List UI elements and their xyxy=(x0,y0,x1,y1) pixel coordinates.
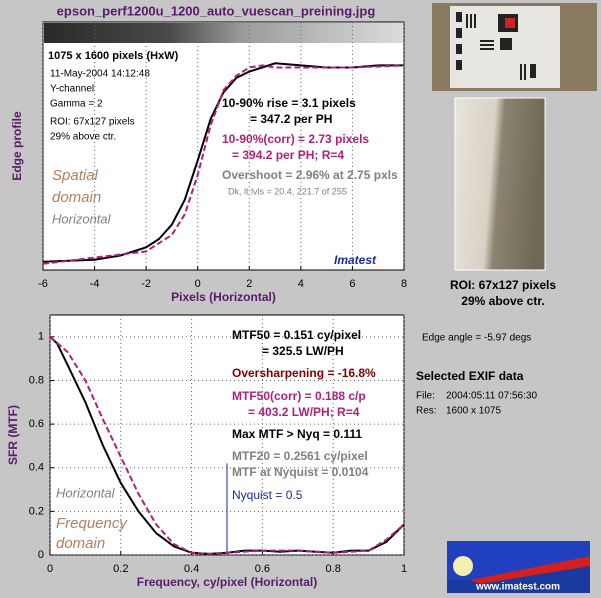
annotation: MTF20 = 0.2561 cy/pixel xyxy=(232,449,368,463)
annotation: 1075 x 1600 pixels (HxW) xyxy=(48,50,179,62)
annotation: 10-90%(corr) = 2.73 pixels xyxy=(222,132,369,146)
annotation: 29% above ctr. xyxy=(50,132,116,143)
x-axis-label: Frequency, cy/pixel (Horizontal) xyxy=(137,575,317,589)
roi-image xyxy=(454,97,546,271)
x-tick-label: 8 xyxy=(401,278,407,290)
x-tick-label: 0 xyxy=(47,563,53,575)
y-axis-label: Edge profile xyxy=(10,111,24,181)
annotation: MTF50 = 0.151 cy/pixel xyxy=(232,328,361,342)
exif-label: Res: xyxy=(416,406,437,417)
annotation: = 403.2 LW/PH; R=4 xyxy=(248,405,360,419)
roi-caption: ROI: 67x127 pixels xyxy=(450,278,556,292)
annotation: Max MTF > Nyq = 0.111 xyxy=(232,427,362,441)
x-tick-label: 0.2 xyxy=(113,563,128,575)
annotation: Gamma = 2 xyxy=(50,99,103,110)
x-tick-label: -6 xyxy=(38,278,48,290)
exif-label: File: xyxy=(416,391,435,402)
x-tick-label: 1 xyxy=(401,563,407,575)
x-tick-label: 2 xyxy=(246,278,252,290)
annotation: MTF50(corr) = 0.188 c/p xyxy=(232,389,366,403)
y-tick-label: 1 xyxy=(38,331,44,343)
file-title: epson_perf1200u_1200_auto_vuescan_preini… xyxy=(57,3,376,18)
exif-value: 2004:05:11 07:56:30 xyxy=(446,391,537,402)
y-tick-label: 0.2 xyxy=(29,505,44,517)
annotation: MTF at Nyquist = 0.0104 xyxy=(232,465,369,479)
exif-heading: Selected EXIF data xyxy=(416,369,524,383)
roi-caption: 29% above ctr. xyxy=(461,294,544,308)
x-tick-label: 0.4 xyxy=(184,563,199,575)
x-tick-label: 6 xyxy=(349,278,355,290)
annotation: ROI: 67x127 pixels xyxy=(50,117,135,128)
y-tick-label: 0.6 xyxy=(29,418,44,430)
annotation: Frequency xyxy=(56,515,128,532)
data-line xyxy=(42,64,405,265)
plot-area xyxy=(42,21,405,271)
x-tick-label: 4 xyxy=(298,278,304,290)
annotation: = 347.2 per PH xyxy=(250,112,332,126)
annotation: domain xyxy=(52,189,101,206)
annotation: Imatest xyxy=(334,253,377,267)
annotation: Nyquist = 0.5 xyxy=(232,488,303,502)
thumbnail xyxy=(432,3,597,91)
annotation: Y-channel xyxy=(50,84,94,95)
y-tick-label: 0.4 xyxy=(29,462,44,474)
annotation: Spatial xyxy=(52,167,99,184)
y-tick-label: 0 xyxy=(38,549,44,561)
x-tick-label: 0.8 xyxy=(326,563,341,575)
edge-angle: Edge angle = -5.97 degs xyxy=(422,333,531,344)
annotation: 10-90% rise = 3.1 pixels xyxy=(222,96,356,110)
x-tick-label: -2 xyxy=(141,278,151,290)
data-line xyxy=(49,336,405,555)
exif-value: 1600 x 1075 xyxy=(446,406,501,417)
x-tick-label: 0 xyxy=(195,278,201,290)
annotation: = 325.5 LW/PH xyxy=(262,344,344,358)
annotation: Oversharpening = -16.8% xyxy=(232,366,376,380)
annotation: = 394.2 per PH; R=4 xyxy=(232,148,344,162)
x-tick-label: -4 xyxy=(90,278,100,290)
y-axis-label: SFR (MTF) xyxy=(6,405,20,465)
annotation: 11-May-2004 14:12:48 xyxy=(50,69,150,80)
annotation: Horizontal xyxy=(52,211,112,226)
logo-text: www.imatest.com xyxy=(475,582,560,593)
logo: www.imatest.com xyxy=(447,541,590,593)
edge-strip xyxy=(44,23,403,43)
x-tick-label: 0.6 xyxy=(255,563,270,575)
annotation: Dk, lt lvls = 20.4, 221.7 of 255 xyxy=(228,186,347,196)
annotation: Overshoot = 2.96% at 2.75 pxls xyxy=(222,168,398,182)
y-tick-label: 0.8 xyxy=(29,374,44,386)
annotation: Horizontal xyxy=(56,485,116,500)
x-axis-label: Pixels (Horizontal) xyxy=(171,290,276,304)
annotation: domain xyxy=(56,535,105,552)
